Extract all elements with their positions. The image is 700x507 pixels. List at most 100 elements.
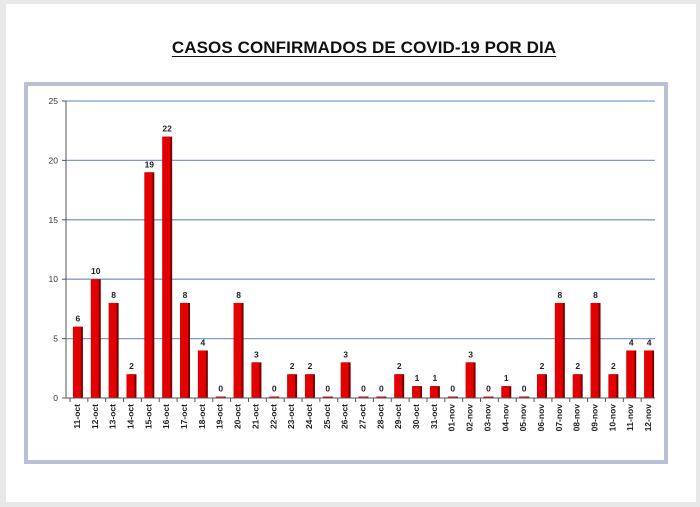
bar (197, 350, 206, 398)
data-label: 8 (111, 290, 116, 300)
bar (590, 302, 599, 398)
x-tick-label: 14-oct (125, 404, 135, 429)
x-tick-label: 05-nov (518, 404, 528, 432)
data-label: 4 (647, 337, 652, 347)
chart-title: CASOS CONFIRMADOS DE COVID-19 POR DIA (171, 38, 557, 57)
data-label: 1 (504, 373, 509, 383)
x-tick-label: 07-nov (554, 404, 564, 432)
x-axis: 11-oct 12-oct 13-oct 14-oct 15-oct 16-oct 17-o… (66, 397, 655, 432)
x-tick-label: 06-nov (536, 404, 546, 432)
bar (90, 279, 99, 398)
x-tick-label: 22-oct (268, 404, 278, 429)
bar (412, 386, 421, 398)
data-label: 2 (397, 361, 402, 371)
x-tick-label: 16-oct (161, 404, 171, 429)
x-tick-label: 17-oct (179, 404, 189, 429)
bar (376, 396, 385, 398)
bar (304, 374, 313, 398)
x-tick-label: 27-oct (358, 404, 368, 429)
data-label: 2 (540, 361, 545, 371)
y-tick-label: 15 (49, 215, 59, 225)
bar (126, 374, 135, 398)
bar (608, 374, 617, 398)
x-tick-label: 26-oct (340, 404, 350, 429)
y-tick-label: 20 (49, 155, 59, 165)
bar (322, 396, 331, 398)
bar (519, 396, 528, 398)
data-label: 1 (433, 373, 438, 383)
bar (626, 350, 635, 398)
x-tick-label: 30-oct (411, 404, 421, 429)
data-label: 0 (325, 384, 330, 394)
data-label: 0 (379, 384, 384, 394)
data-label: 2 (290, 361, 295, 371)
data-label: 10 (91, 266, 101, 276)
x-tick-label: 01-nov (447, 404, 457, 432)
data-label: 8 (557, 290, 562, 300)
y-axis: 0 5 10 15 20 25 (49, 96, 67, 403)
data-label: 0 (450, 384, 455, 394)
x-tick-label: 13-oct (108, 404, 118, 429)
bar (483, 396, 492, 398)
chart-frame (24, 82, 668, 464)
bar (251, 362, 260, 398)
data-label: 2 (129, 361, 134, 371)
x-tick-label: 02-nov (465, 404, 475, 432)
bar (180, 302, 189, 398)
x-tick-label: 20-oct (233, 404, 243, 429)
x-tick-label: 03-nov (482, 404, 492, 432)
data-label: 2 (611, 361, 616, 371)
bar (465, 362, 474, 398)
bar (644, 350, 653, 398)
x-tick-label: 12-oct (90, 404, 100, 429)
bar (287, 374, 296, 398)
bar (144, 172, 153, 398)
y-tick-label: 5 (53, 334, 58, 344)
x-tick-label: 28-oct (375, 404, 385, 429)
bar (447, 396, 456, 398)
bar (340, 362, 349, 398)
x-tick-label: 04-nov (500, 404, 510, 432)
bar (358, 396, 367, 398)
x-tick-label: 10-nov (607, 404, 617, 432)
data-label: 0 (486, 384, 491, 394)
data-label: 2 (308, 361, 313, 371)
bar (536, 374, 545, 398)
x-tick-label: 31-oct (429, 404, 439, 429)
x-tick-label: 09-nov (590, 404, 600, 432)
data-label: 8 (236, 290, 241, 300)
bars (72, 136, 655, 398)
y-tick-label: 0 (53, 393, 58, 403)
bar (108, 302, 117, 398)
data-label: 1 (415, 373, 420, 383)
x-tick-label: 24-oct (304, 404, 314, 429)
data-label: 0 (218, 384, 223, 394)
bar (72, 326, 81, 398)
data-label: 0 (272, 384, 277, 394)
data-label: 2 (575, 361, 580, 371)
bar (269, 396, 278, 398)
x-tick-label: 29-oct (393, 404, 403, 429)
y-tick-label: 10 (49, 274, 59, 284)
x-tick-label: 19-oct (215, 404, 225, 429)
data-label: 8 (593, 290, 598, 300)
x-tick-label: 25-oct (322, 404, 332, 429)
x-tick-label: 23-oct (286, 404, 296, 429)
data-label: 4 (200, 337, 205, 347)
data-label: 0 (361, 384, 366, 394)
data-label: 8 (183, 290, 188, 300)
bar (572, 374, 581, 398)
data-label: 22 (162, 124, 172, 134)
bar (233, 302, 242, 398)
bar (501, 386, 510, 398)
bar (215, 396, 224, 398)
data-label: 3 (468, 349, 473, 359)
bar (429, 386, 438, 398)
data-label: 3 (343, 349, 348, 359)
y-tick-label: 25 (49, 96, 59, 106)
x-tick-label: 18-oct (197, 404, 207, 429)
data-label: 19 (145, 159, 155, 169)
bar (394, 374, 403, 398)
x-tick-label: 11-nov (625, 404, 635, 431)
